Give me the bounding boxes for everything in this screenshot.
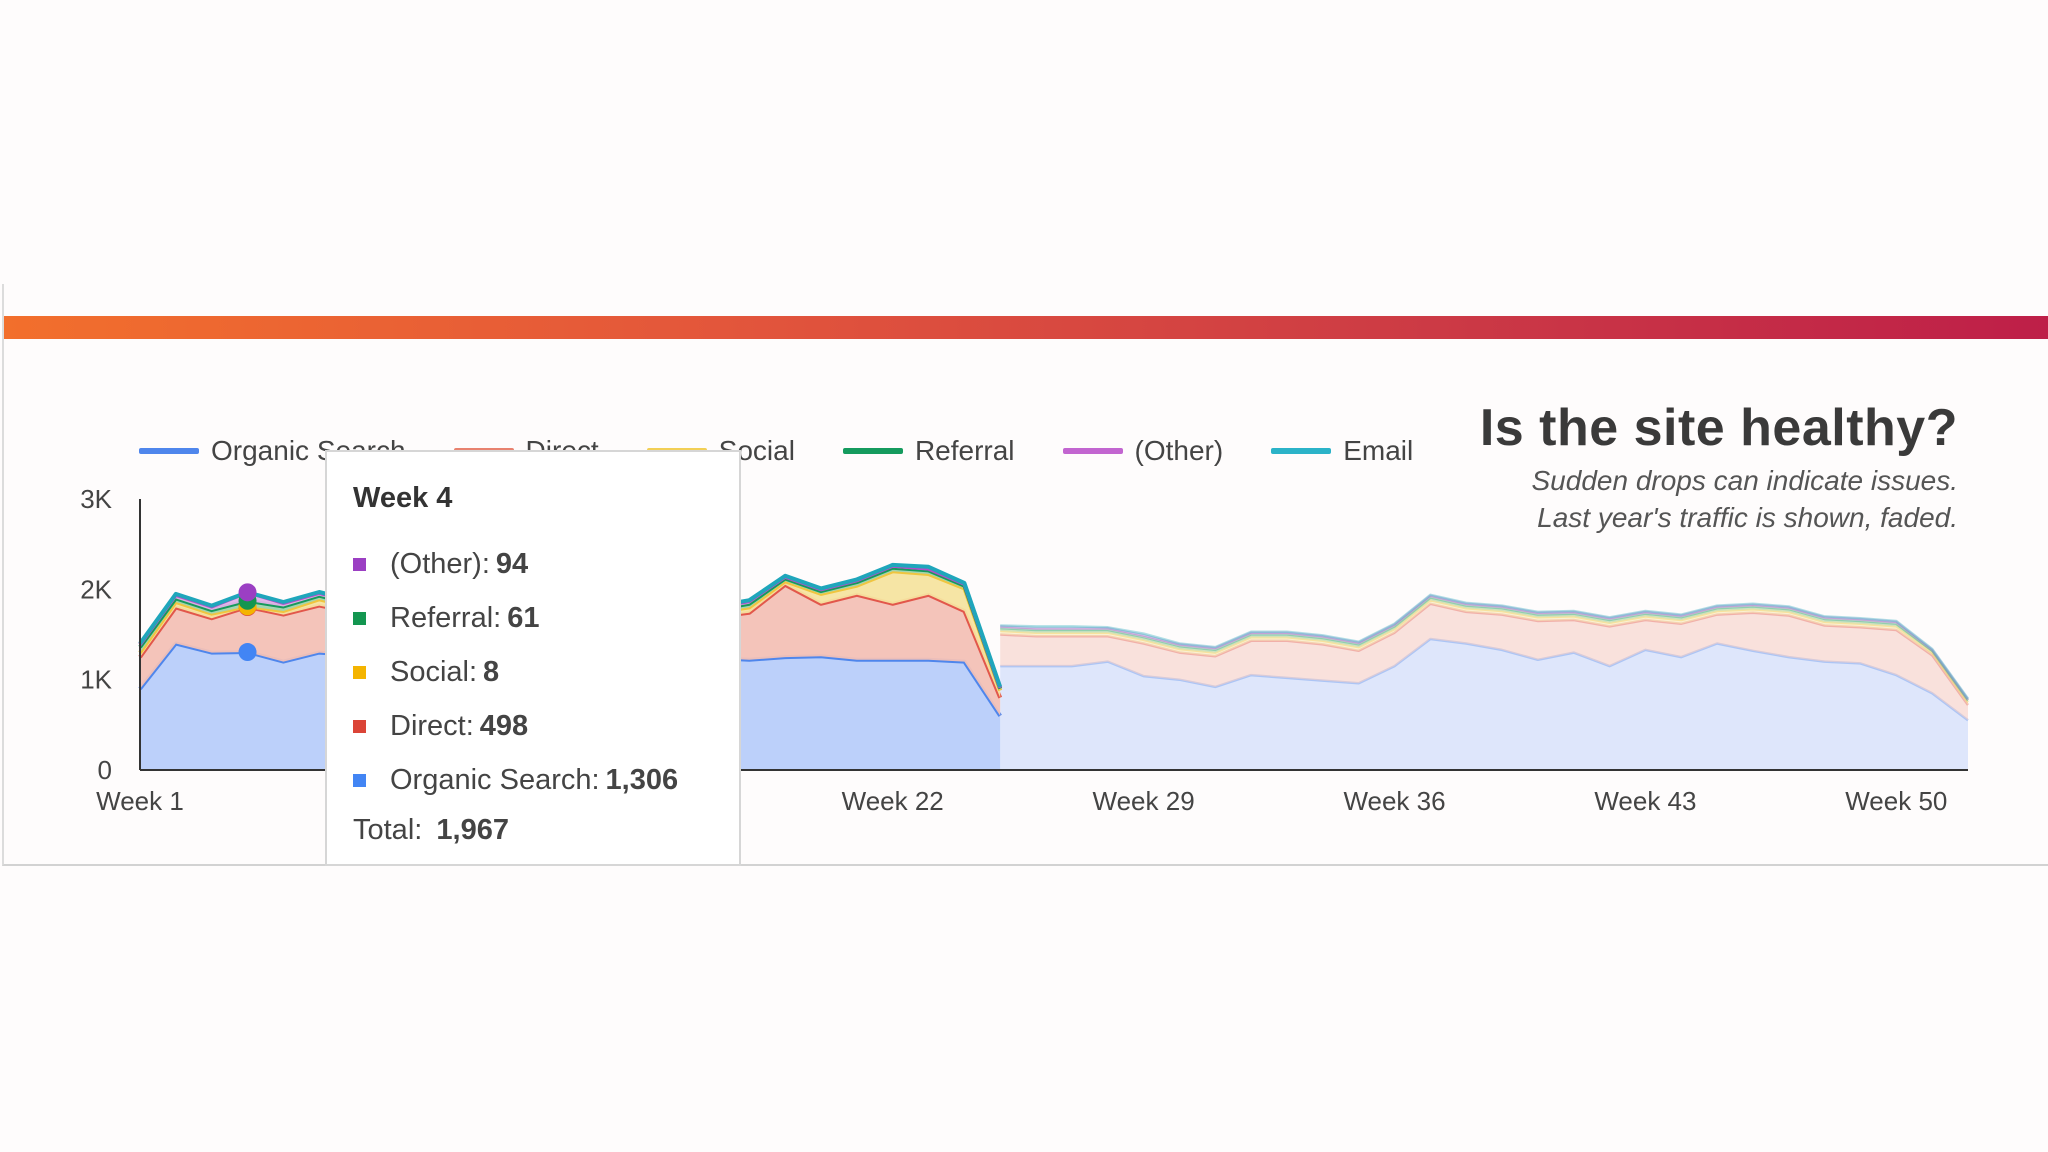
tooltip-total-value: 1,967 [436, 814, 509, 846]
last-year-line-organic-search [1000, 637, 1969, 722]
tooltip-swatch [353, 558, 366, 571]
tooltip-row-value: 8 [483, 656, 500, 688]
last-year-area-referral [1000, 597, 1968, 703]
legend-item-referral[interactable]: Referral [842, 435, 1015, 467]
legend-item-email[interactable]: Email [1271, 435, 1413, 467]
tooltip-swatch [353, 720, 366, 733]
y-tick-label: 3K [80, 484, 112, 514]
tooltip-swatch [353, 774, 366, 787]
legend-item-other[interactable]: (Other) [1062, 435, 1224, 467]
page-title: Is the site healthy? [1479, 399, 1958, 457]
x-tick-label: Week 29 [1093, 786, 1195, 816]
tooltip-row-value: 94 [495, 548, 529, 580]
tooltip-row-label: Organic Search: [390, 764, 600, 796]
tooltip-row-referral: Referral: 61 [353, 602, 539, 635]
legend-label: (Other) [1134, 435, 1224, 466]
subtitle-line-1: Sudden drops can indicate issues. [1531, 465, 1959, 496]
accent-bar [4, 316, 2048, 339]
last-year-line-direct [1000, 602, 1970, 706]
x-tick-label: Week 43 [1594, 786, 1696, 816]
current-year-area-social [140, 571, 1001, 698]
last-year-area-social [1000, 600, 1968, 705]
y-tick-label: 2K [80, 574, 112, 604]
tooltip-total: Total: 1,967 [353, 814, 509, 847]
y-tick-label: 1K [80, 665, 112, 695]
legend-swatch [842, 448, 903, 454]
legend-swatch [1062, 448, 1123, 454]
tooltip-row-label: Referral: [390, 602, 502, 634]
tooltip-row-label: Direct: [390, 710, 474, 742]
tooltip-row-other: (Other): 94 [353, 548, 528, 581]
tooltip-row-organic-search: Organic Search: 1,306 [353, 764, 678, 797]
chart-tooltip: Week 4 (Other): 94 Referral: 61 Social: … [325, 450, 741, 866]
x-tick-label: Week 36 [1343, 786, 1445, 816]
legend-label: Referral [914, 435, 1015, 466]
tooltip-row-social: Social: 8 [353, 656, 499, 689]
tooltip-row-label: Social: [390, 656, 478, 688]
last-year-line-email [1000, 593, 1970, 700]
highlight-point-organic-search [238, 643, 257, 662]
tooltip-row-value: 61 [507, 602, 540, 634]
last-year-line-referral [1000, 596, 1970, 702]
page-subtitle: Sudden drops can indicate issues. Last y… [1532, 462, 1959, 536]
last-year-area-organic-search [1000, 639, 1968, 770]
x-tick-label: Week 50 [1845, 786, 1947, 816]
tooltip-row-value: 498 [479, 710, 529, 742]
tooltip-swatch [353, 666, 366, 679]
y-tick-label: 0 [98, 755, 112, 785]
subtitle-line-2: Last year's traffic is shown, faded. [1537, 502, 1958, 533]
x-tick-label: Week 22 [842, 786, 944, 816]
tooltip-swatch [353, 612, 366, 625]
last-year-line-other [1000, 594, 1970, 701]
highlight-point-other [238, 583, 257, 602]
legend-label: Email [1343, 435, 1414, 466]
tooltip-total-label: Total: [353, 814, 423, 846]
legend-swatch [1271, 448, 1332, 454]
tooltip-row-value: 1,306 [605, 764, 679, 796]
last-year-area-direct [1000, 603, 1968, 721]
tooltip-row-direct: Direct: 498 [353, 710, 528, 743]
tooltip-title: Week 4 [353, 482, 453, 514]
x-tick-label: Week 1 [96, 786, 184, 816]
legend-swatch [139, 448, 199, 454]
tooltip-row-label: (Other): [390, 548, 490, 580]
last-year-line-social [1000, 598, 1970, 704]
